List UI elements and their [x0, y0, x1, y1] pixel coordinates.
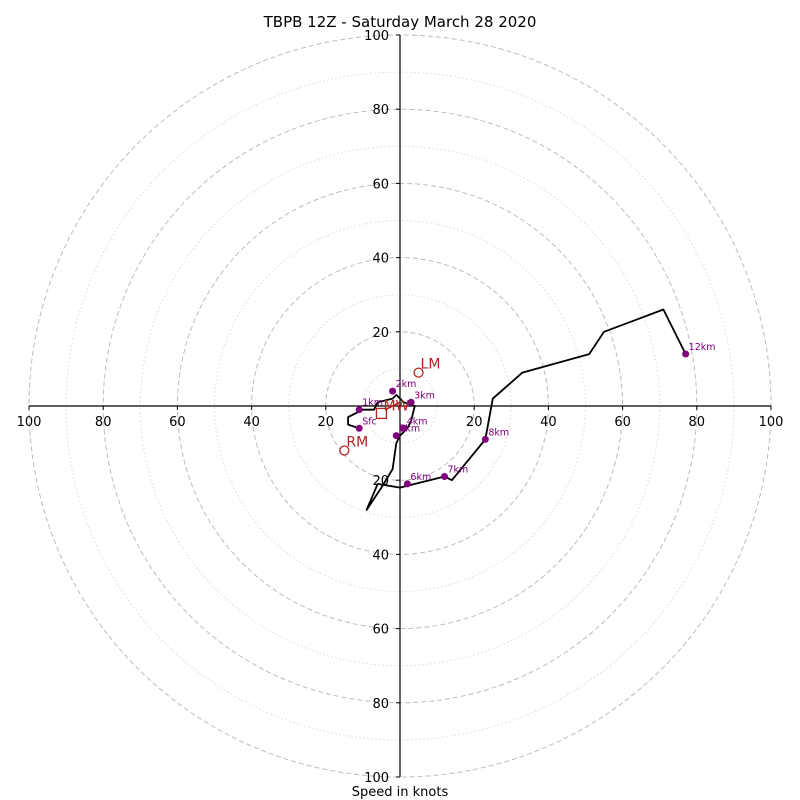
y-tick-label: 80 — [372, 697, 389, 712]
height-marker-label: 2km — [396, 379, 417, 390]
x-tick-label: 60 — [169, 415, 186, 430]
height-marker — [407, 398, 415, 406]
y-tick-label: 20 — [372, 474, 389, 489]
x-tick-label: 20 — [318, 415, 335, 430]
x-tick-label: 100 — [759, 415, 784, 430]
axes — [28, 34, 772, 778]
height-marker — [355, 406, 363, 414]
x-tick-label: 40 — [540, 415, 557, 430]
mean-wind-shear-vector — [384, 401, 401, 411]
x-tick-label: 100 — [17, 415, 42, 430]
height-marker-label: 1km — [362, 398, 383, 409]
x-tick-label: 60 — [614, 415, 631, 430]
height-marker — [355, 424, 363, 432]
storm-motion-markers: LM RM MW — [339, 357, 441, 456]
y-tick-label: 60 — [372, 623, 389, 638]
y-tick-label: 20 — [372, 326, 389, 341]
storm-motion-mw-marker — [375, 407, 388, 420]
x-axis-title: Speed in knots — [352, 785, 449, 800]
height-marker-label: Sfc — [362, 416, 377, 427]
x-tick-label: 40 — [243, 415, 260, 430]
height-marker-label: 12km — [689, 342, 716, 353]
x-tick-label: 20 — [466, 415, 483, 430]
height-marker-label: 5km — [399, 424, 420, 435]
height-marker — [682, 350, 690, 358]
y-tick-label: 80 — [372, 103, 389, 118]
y-tick-label: 40 — [372, 252, 389, 267]
storm-motion-rm-marker — [339, 445, 350, 456]
height-marker — [400, 424, 408, 432]
y-tick-label: 100 — [364, 771, 389, 786]
x-tick-label: 80 — [689, 415, 706, 430]
height-marker — [403, 480, 411, 488]
x-tick-label: 80 — [95, 415, 112, 430]
height-marker-label: 6km — [410, 472, 431, 483]
height-marker-label: 4km — [407, 416, 428, 427]
y-tick-label: 60 — [372, 177, 389, 192]
tick-labels: 100 80 60 40 20 20 40 60 80 100 100 80 60 40 20 20 40 60 8… — [17, 29, 784, 786]
height-marker-label: 3km — [414, 390, 435, 401]
height-marker — [392, 432, 400, 440]
y-tick-label: 100 — [364, 29, 389, 44]
height-marker — [389, 387, 397, 395]
storm-motion-lm-label: LM — [421, 357, 441, 373]
height-marker — [441, 472, 449, 480]
height-marker-label: 7km — [448, 464, 469, 475]
storm-motion-rm-label: RM — [346, 435, 368, 451]
height-marker-label: 8km — [488, 427, 509, 438]
hodograph-trace — [347, 308, 687, 511]
chart-title: TBPB 12Z - Saturday March 28 2020 — [263, 13, 537, 31]
storm-motion-mw-label: MW — [383, 398, 409, 414]
height-marker — [481, 435, 489, 443]
hodograph-line — [347, 308, 687, 511]
storm-motion-lm-marker — [413, 367, 424, 378]
y-tick-label: 40 — [372, 548, 389, 563]
